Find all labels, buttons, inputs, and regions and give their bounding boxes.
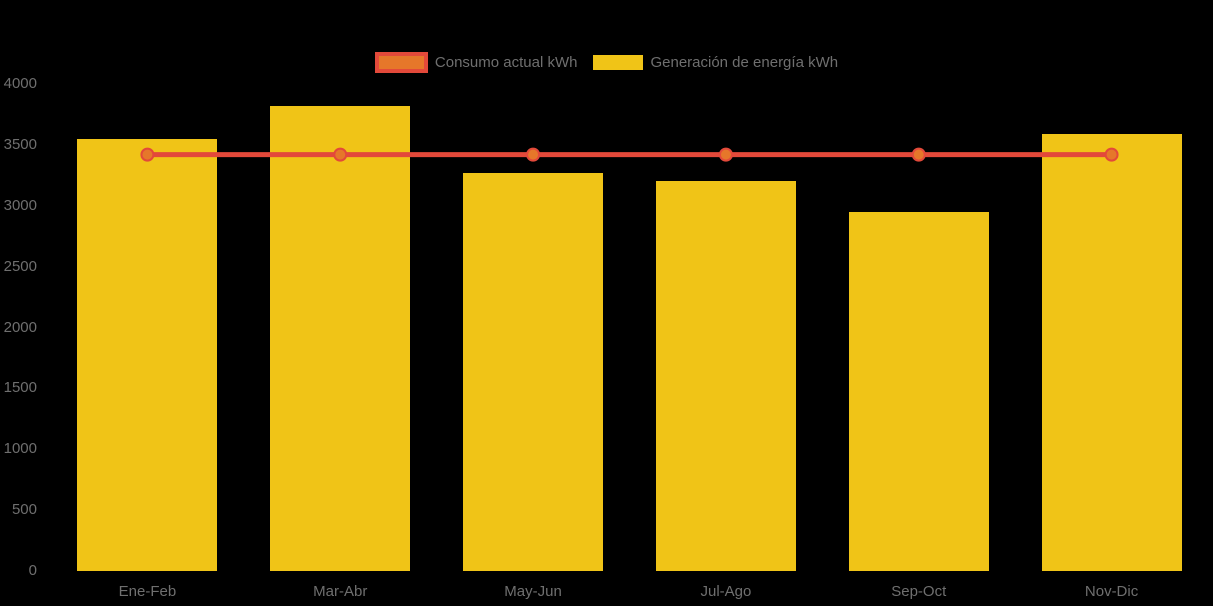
- y-tick-label: 1000: [3, 440, 37, 458]
- x-axis-label-mar-abr: Mar-Abr: [313, 583, 368, 600]
- bar-sep-oct[interactable]: [848, 211, 989, 571]
- legend-swatch-generacion-bar: [593, 54, 644, 70]
- x-axis-label-nov-dic: Nov-Dic: [1084, 583, 1139, 600]
- y-tick-label: 3000: [3, 196, 37, 214]
- y-tick-label: 0: [28, 562, 37, 579]
- consumption-line-point: [718, 147, 733, 162]
- bar-mar-abr[interactable]: [270, 105, 411, 571]
- bar-jul-ago[interactable]: [655, 181, 796, 571]
- legend: Consumo actual kWh Generación de energía…: [0, 48, 1213, 76]
- consumption-line-point: [526, 147, 541, 162]
- bar-ene-feb[interactable]: [77, 138, 218, 571]
- y-tick-label: 2500: [3, 257, 37, 275]
- x-axis-label-sep-oct: Sep-Oct: [891, 583, 947, 600]
- consumption-line-point: [911, 147, 926, 162]
- y-tick-label: 3500: [3, 135, 37, 153]
- x-axis-label-may-jun: May-Jun: [504, 583, 562, 600]
- y-tick-label: 1500: [3, 379, 37, 397]
- legend-item-consumo[interactable]: Consumo actual kWh: [374, 51, 578, 73]
- x-axis-label-jul-ago: Jul-Ago: [700, 583, 752, 600]
- y-tick-label: 500: [11, 501, 37, 519]
- legend-item-generacion[interactable]: Generación de energía kWh: [593, 54, 838, 71]
- bar-may-jun[interactable]: [463, 172, 604, 571]
- y-tick-label: 4000: [3, 75, 37, 92]
- x-axis-label-ene-feb: Ene-Feb: [118, 583, 177, 600]
- legend-label-consumo: Consumo actual kWh: [434, 53, 578, 71]
- y-tick-label: 2000: [3, 318, 37, 336]
- bar-nov-dic[interactable]: [1041, 133, 1182, 571]
- legend-swatch-consumo-line: [374, 51, 428, 73]
- legend-label-generacion: Generación de energía kWh: [650, 53, 839, 71]
